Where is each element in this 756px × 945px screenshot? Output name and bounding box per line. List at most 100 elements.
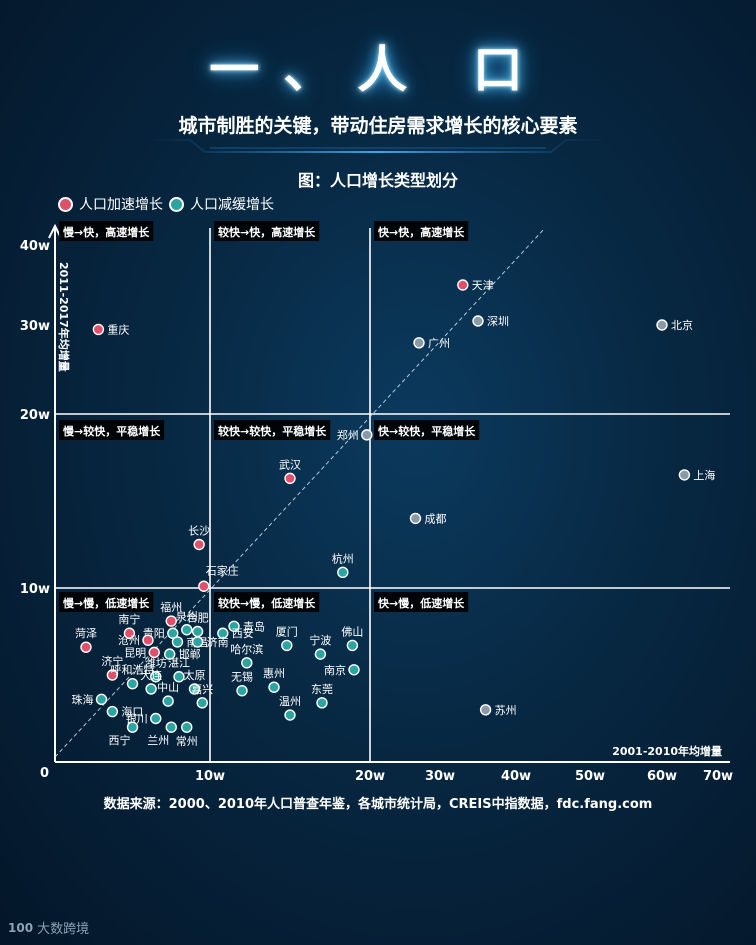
data-point	[80, 641, 92, 653]
data-point	[413, 337, 425, 349]
subtitle-decoration	[150, 139, 606, 153]
data-point-label: 郑州	[337, 428, 359, 442]
data-point-label: 海口	[121, 705, 143, 719]
data-point-label: 重庆	[107, 322, 129, 336]
quadrant-label-bg	[214, 420, 331, 440]
data-point	[193, 538, 205, 551]
y-axis-label: 2011-2017年均增量	[57, 262, 71, 372]
data-point	[167, 627, 179, 639]
data-point-label: 南宁	[118, 612, 140, 626]
data-point	[196, 697, 208, 709]
data-point	[316, 697, 328, 709]
data-point	[162, 695, 174, 707]
data-point-label: 东莞	[311, 683, 333, 696]
data-point-label: 大连	[140, 668, 162, 682]
legend-marker-accelerating	[58, 196, 73, 212]
data-point	[95, 693, 108, 706]
brand-logo: 100 大数跨境	[8, 918, 89, 938]
y-tick-label: 30w	[20, 319, 50, 334]
data-point-label: 天津	[472, 279, 494, 292]
quadrant-label: 慢→快，高速增长	[63, 225, 150, 239]
data-point-label: 济南	[207, 635, 229, 649]
logo-mark: 100	[8, 920, 34, 935]
x-tick-label: 40w	[501, 769, 531, 784]
data-point	[314, 648, 327, 660]
data-point-label: 西宁	[109, 733, 131, 747]
legend-label-slowing: 人口减缓增长	[190, 197, 274, 213]
data-point	[171, 636, 184, 648]
data-point	[188, 683, 201, 695]
data-point-label: 武汉	[279, 458, 301, 471]
data-point-label: 兰州	[147, 734, 169, 747]
data-point	[123, 627, 136, 639]
y-tick-label: 20w	[20, 408, 50, 423]
data-point-label: 济宁	[101, 654, 123, 668]
data-point-label: 合肥	[187, 611, 209, 625]
data-point	[241, 657, 253, 669]
quadrant-label: 慢→慢，低速增长	[63, 596, 150, 610]
data-point-label: 呼和浩特	[111, 663, 155, 677]
x-axis-label: 2001-2010年均增量	[612, 744, 722, 758]
quadrant-label-bg	[59, 420, 165, 440]
quadrant-label-bg	[214, 221, 320, 241]
data-point-label: 哈尔滨	[230, 642, 263, 656]
data-point-label: 青岛	[243, 619, 265, 633]
data-point-label: 珠海	[72, 692, 94, 706]
data-point-label: 湛江	[168, 657, 190, 670]
quadrant-label: 快→快，高速增长	[377, 225, 465, 239]
quadrant-label-bg	[59, 592, 154, 612]
legend-label-accelerating: 人口加速增长	[79, 197, 163, 213]
data-source-note: 数据来源：2000、2010年人口普查年鉴，各城市统计局，CREIS中指数据，f…	[103, 797, 653, 812]
data-point-label: 南京	[324, 663, 346, 677]
data-point-label: 嘉兴	[191, 682, 213, 696]
y-tick-label: 40w	[20, 239, 50, 254]
data-point	[457, 279, 469, 291]
data-point-label: 惠州	[263, 666, 285, 680]
data-point	[337, 566, 349, 579]
data-point-label: 泉州	[176, 609, 198, 623]
data-point	[479, 704, 492, 716]
data-point-label: 西安	[232, 626, 254, 640]
data-point-label: 上海	[693, 468, 715, 482]
data-point	[409, 512, 422, 525]
data-point	[106, 669, 119, 681]
data-point-label: 厦门	[276, 624, 298, 638]
data-point	[361, 429, 373, 441]
legend: 人口加速增长 人口减缓增长	[58, 194, 280, 214]
data-point	[228, 620, 240, 632]
data-point	[163, 648, 176, 660]
data-point-label: 宁波	[309, 633, 331, 647]
quadrant-label: 较快→较快，平稳增长	[218, 424, 327, 438]
data-point	[150, 671, 162, 683]
data-point-label: 邯郸	[179, 647, 201, 661]
data-point-label: 北京	[671, 318, 693, 332]
data-point	[106, 705, 119, 718]
data-point-label: 杭州	[332, 551, 354, 565]
data-point-label: 潍坊	[145, 656, 167, 670]
reference-diagonal	[54, 227, 546, 758]
legend-item-slowing: 人口减缓增长	[169, 194, 274, 214]
data-point	[145, 683, 157, 695]
data-point-label: 菏泽	[75, 627, 97, 640]
data-point-label: 无锡	[231, 670, 253, 684]
data-point-label: 广州	[428, 337, 450, 350]
page-subtitle: 城市制胜的关键，带动住房需求增长的核心要素	[178, 115, 578, 137]
legend-item-accelerating: 人口加速增长	[58, 194, 163, 214]
quadrant-label: 快→较快，平稳增长	[377, 424, 476, 438]
quadrant-label-bg	[59, 221, 154, 241]
x-tick-label: 30w	[425, 769, 455, 784]
page-title: 一、人 口	[209, 41, 547, 99]
legend-marker-slowing	[169, 196, 184, 212]
data-point	[284, 709, 296, 721]
data-point-label: 沧州	[118, 633, 140, 647]
data-point	[656, 319, 668, 331]
data-point	[346, 639, 359, 652]
x-tick-label: 20w	[355, 769, 385, 784]
quadrant-label-bg	[374, 420, 480, 440]
x-tick-label: 50w	[575, 769, 605, 784]
data-point-label: 佛山	[341, 625, 363, 638]
data-point	[472, 315, 484, 327]
data-point	[217, 627, 229, 639]
data-point	[268, 681, 280, 693]
x-tick-label: 70w	[703, 769, 733, 784]
